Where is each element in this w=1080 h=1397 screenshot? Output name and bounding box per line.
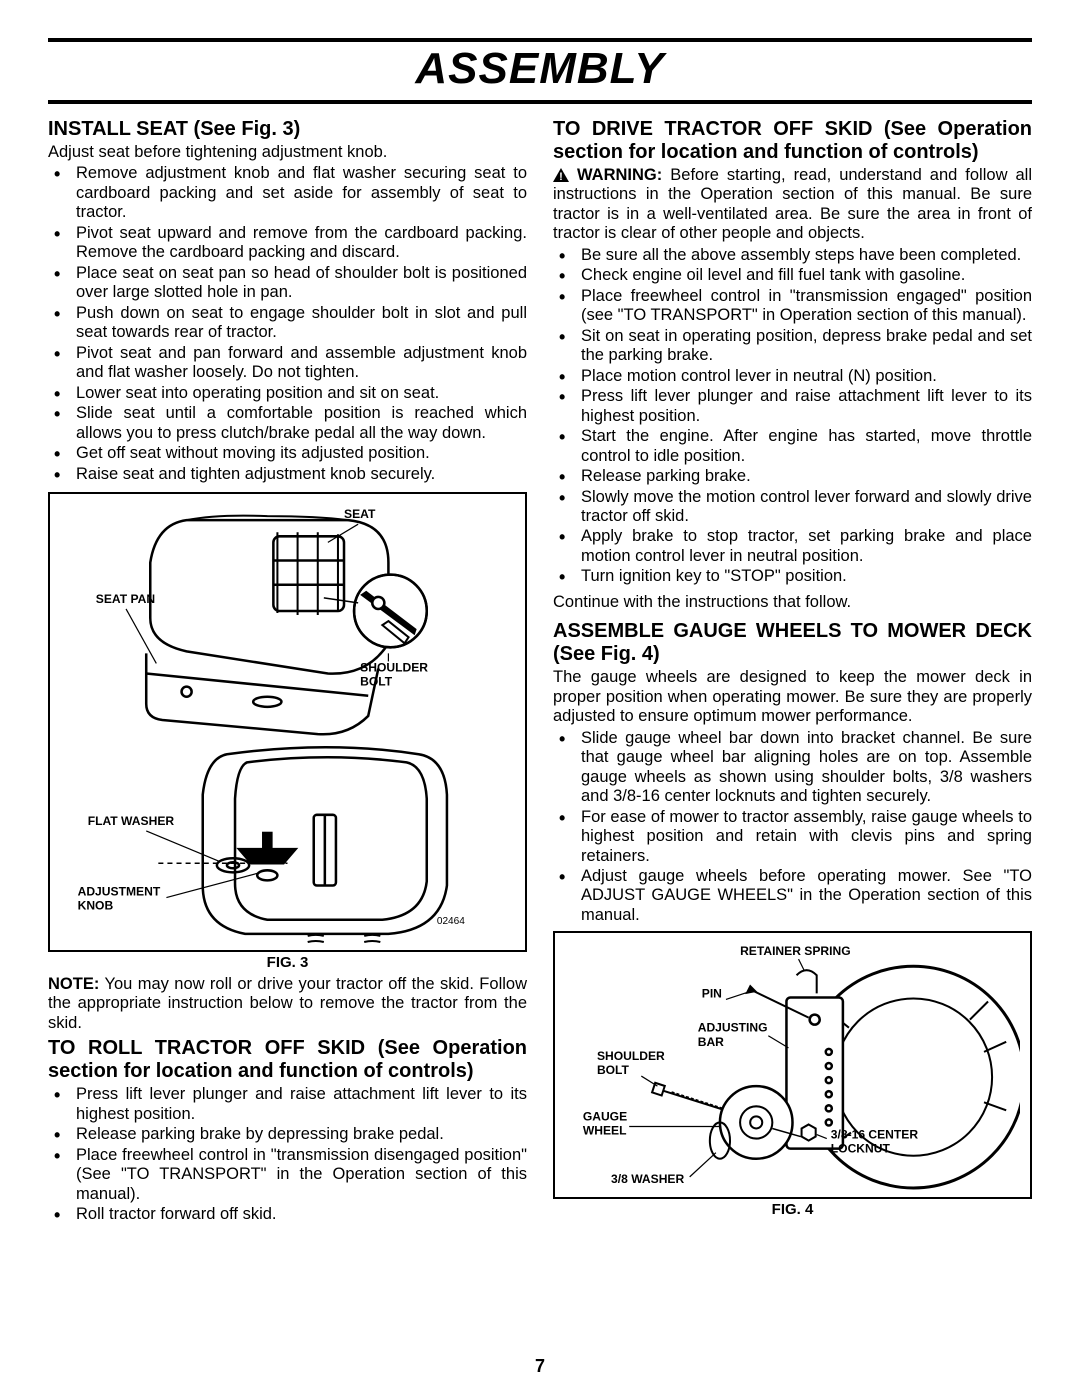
list-item: Press lift lever plunger and raise attac… — [48, 1085, 527, 1124]
drive-tractor-heading: TO DRIVE TRACTOR OFF SKID (See Operation… — [553, 118, 1032, 164]
page-number: 7 — [0, 1356, 1080, 1377]
list-item: Pivot seat upward and remove from the ca… — [48, 224, 527, 263]
install-seat-intro: Adjust seat before tightening adjustment… — [48, 143, 527, 162]
fig3-label-flat-washer: FLAT WASHER — [88, 814, 175, 828]
left-column: INSTALL SEAT (See Fig. 3) Adjust seat be… — [48, 114, 527, 1227]
fig3-label-shoulder-bolt: SHOULDERBOLT — [360, 660, 428, 688]
list-item: Remove adjustment knob and flat washer s… — [48, 164, 527, 222]
list-item: For ease of mower to tractor assembly, r… — [553, 808, 1032, 866]
right-column: TO DRIVE TRACTOR OFF SKID (See Operation… — [553, 114, 1032, 1227]
list-item: Lower seat into operating position and s… — [48, 384, 527, 403]
figure-4-box: RETAINER SPRING PIN ADJUSTINGBAR SHOULDE… — [553, 931, 1032, 1199]
fig3-label-seat: SEAT — [344, 507, 376, 521]
list-item: Press lift lever plunger and raise attac… — [553, 387, 1032, 426]
list-item: Adjust gauge wheels before operating mow… — [553, 867, 1032, 925]
list-item: Pivot seat and pan forward and assemble … — [48, 344, 527, 383]
drive-tractor-bullets: Be sure all the above assembly steps hav… — [553, 246, 1032, 587]
list-item: Release parking brake by depressing brak… — [48, 1125, 527, 1144]
list-item: Apply brake to stop tractor, set parking… — [553, 527, 1032, 566]
gauge-wheels-bullets: Slide gauge wheel bar down into bracket … — [553, 729, 1032, 926]
warning-label: WARNING: — [577, 166, 662, 184]
list-item: Get off seat without moving its adjusted… — [48, 444, 527, 463]
roll-tractor-heading: TO ROLL TRACTOR OFF SKID (See Operation … — [48, 1037, 527, 1083]
gauge-wheels-intro: The gauge wheels are designed to keep th… — [553, 668, 1032, 726]
figure-3-caption: FIG. 3 — [48, 954, 527, 971]
svg-text:!: ! — [559, 171, 563, 182]
list-item: Turn ignition key to "STOP" position. — [553, 567, 1032, 586]
list-item: Be sure all the above assembly steps hav… — [553, 246, 1032, 265]
list-item: Check engine oil level and fill fuel tan… — [553, 266, 1032, 285]
fig3-label-seat-pan: SEAT PAN — [96, 592, 155, 606]
skid-note: NOTE: You may now roll or drive your tra… — [48, 975, 527, 1033]
install-seat-heading: INSTALL SEAT (See Fig. 3) — [48, 118, 527, 141]
list-item: Push down on seat to engage shoulder bol… — [48, 304, 527, 343]
list-item: Slide gauge wheel bar down into bracket … — [553, 729, 1032, 807]
warning-block: ! WARNING: Before starting, read, unders… — [553, 166, 1032, 244]
fig4-label-washer: 3/8 WASHER — [611, 1172, 684, 1186]
fig3-label-adj-knob: ADJUSTMENTKNOB — [78, 885, 161, 913]
list-item: Start the engine. After engine has start… — [553, 427, 1032, 466]
fig4-label-adjusting-bar: ADJUSTINGBAR — [698, 1021, 768, 1049]
warning-icon: ! — [553, 166, 577, 184]
fig4-label-locknut: 3/8-16 CENTERLOCKNUT — [831, 1128, 919, 1156]
list-item: Sit on seat in operating position, depre… — [553, 327, 1032, 366]
fig3-partnum: 02464 — [437, 916, 465, 927]
figure-3-box: SEAT SEAT PAN SHOULDERBOLT FLAT WASHER A… — [48, 492, 527, 952]
figure-4-caption: FIG. 4 — [553, 1201, 1032, 1218]
list-item: Release parking brake. — [553, 467, 1032, 486]
figure-4-diagram: RETAINER SPRING PIN ADJUSTINGBAR SHOULDE… — [565, 941, 1020, 1193]
fig4-label-pin: PIN — [702, 987, 722, 1001]
list-item: Place motion control lever in neutral (N… — [553, 367, 1032, 386]
list-item: Slide seat until a comfortable position … — [48, 404, 527, 443]
list-item: Roll tractor forward off skid. — [48, 1205, 527, 1224]
list-item: Slowly move the motion control lever for… — [553, 488, 1032, 527]
fig4-label-shoulder-bolt: SHOULDERBOLT — [597, 1049, 665, 1077]
fig4-label-gauge-wheel: GAUGEWHEEL — [583, 1110, 627, 1138]
install-seat-bullets: Remove adjustment knob and flat washer s… — [48, 164, 527, 484]
roll-tractor-bullets: Press lift lever plunger and raise attac… — [48, 1085, 527, 1224]
list-item: Place seat on seat pan so head of should… — [48, 264, 527, 303]
list-item: Place freewheel control in "transmission… — [48, 1146, 527, 1204]
continue-text: Continue with the instructions that foll… — [553, 593, 1032, 612]
fig4-label-retainer-spring: RETAINER SPRING — [740, 945, 851, 959]
figure-3-diagram: SEAT SEAT PAN SHOULDERBOLT FLAT WASHER A… — [60, 502, 515, 946]
list-item: Raise seat and tighten adjustment knob s… — [48, 465, 527, 484]
page-title: ASSEMBLY — [48, 38, 1032, 104]
skid-note-text: You may now roll or drive your tractor o… — [48, 975, 527, 1032]
list-item: Place freewheel control in "transmission… — [553, 287, 1032, 326]
gauge-wheels-heading: ASSEMBLE GAUGE WHEELS TO MOWER DECK (See… — [553, 620, 1032, 666]
